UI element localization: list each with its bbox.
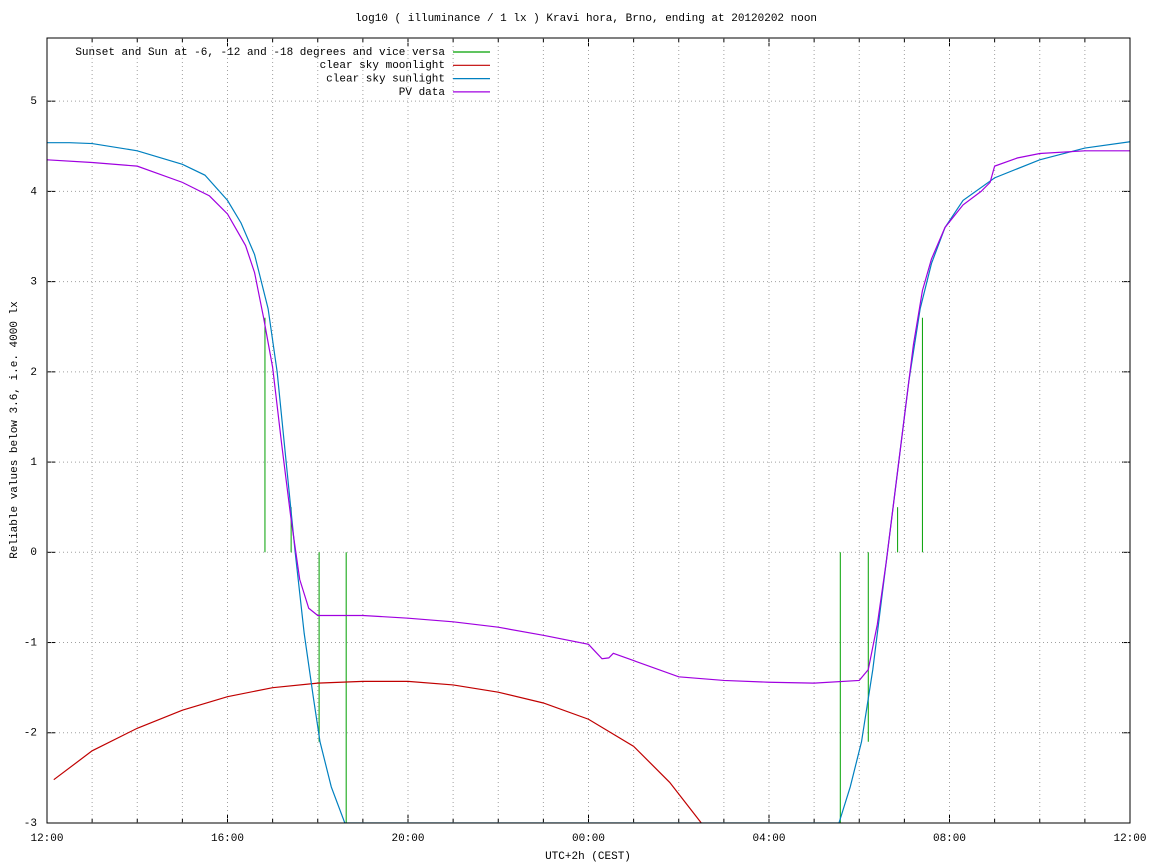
series-line bbox=[53, 680, 702, 823]
y-tick-label: 2 bbox=[30, 367, 37, 379]
x-tick-label: 04:00 bbox=[752, 833, 785, 845]
y-tick-label: -2 bbox=[24, 728, 37, 740]
legend-label: PV data bbox=[399, 87, 446, 99]
y-tick-label: 4 bbox=[30, 186, 37, 198]
frame bbox=[46, 37, 1131, 824]
x-tick-label: 08:00 bbox=[933, 833, 966, 845]
series-line bbox=[47, 150, 1130, 684]
chart-title: log10 ( illuminance / 1 lx ) Kravi hora,… bbox=[355, 13, 817, 25]
plot-area bbox=[47, 141, 1130, 823]
y-tick-label: -1 bbox=[24, 637, 38, 649]
x-tick-label: 00:00 bbox=[572, 833, 605, 845]
labels: -3 -2 -1 0 1 2 3 4 5 12:00 16:00 20:00 00:00 04:00 08:… bbox=[24, 47, 1147, 845]
y-tick-label: 5 bbox=[30, 96, 37, 108]
x-tick-label: 16:00 bbox=[211, 833, 244, 845]
legend-label: clear sky sunlight bbox=[326, 74, 445, 86]
x-tick-label: 12:00 bbox=[30, 833, 63, 845]
y-tick-label: -3 bbox=[24, 818, 37, 830]
series-line bbox=[47, 141, 1130, 823]
y-axis-label: Reliable values below 3.6, i.e. 4000 lx bbox=[9, 301, 21, 559]
y-tick-label: 0 bbox=[30, 547, 37, 559]
legend-label: clear sky moonlight bbox=[320, 60, 445, 72]
x-tick-label: 20:00 bbox=[391, 833, 424, 845]
legend-label: Sunset and Sun at -6, -12 and -18 degree… bbox=[75, 47, 445, 59]
x-axis-label: UTC+2h (CEST) bbox=[545, 851, 631, 863]
y-tick-label: 1 bbox=[30, 457, 37, 469]
x-tick-label: 12:00 bbox=[1113, 833, 1146, 845]
y-tick-label: 3 bbox=[30, 277, 37, 289]
